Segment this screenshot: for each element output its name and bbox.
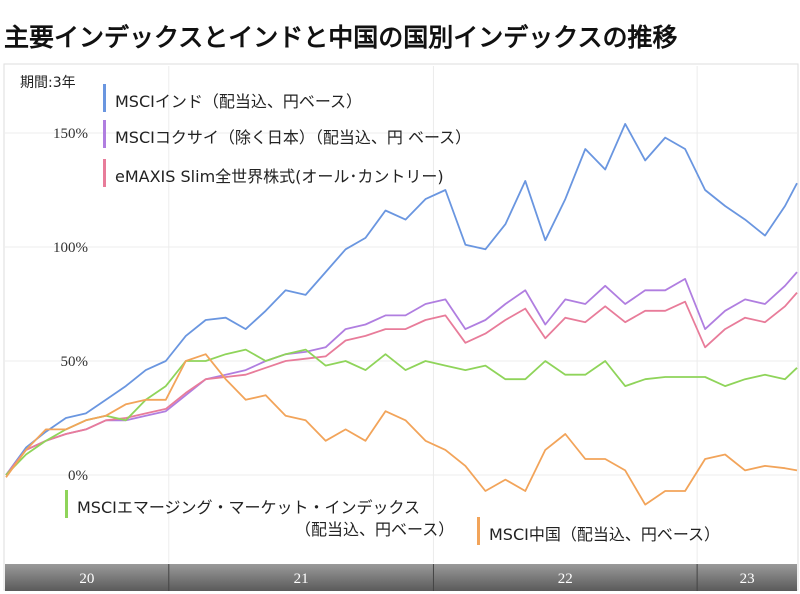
x-tick-label: 22 bbox=[558, 571, 573, 587]
legend-label: MSCIコクサイ（除く日本）（配当込、円 ベース） bbox=[115, 128, 472, 147]
y-tick-label: 150% bbox=[53, 126, 88, 142]
x-tick-label: 21 bbox=[294, 571, 309, 587]
plot-frame bbox=[3, 63, 799, 591]
series-line bbox=[5, 271, 798, 476]
series-line bbox=[5, 123, 798, 476]
legend-swatch bbox=[477, 517, 480, 545]
legend-label: MSCI中国（配当込、円ベース） bbox=[489, 525, 721, 544]
x-tick-label: 23 bbox=[740, 571, 755, 587]
legend-label-line2: （配当込、円ベース） bbox=[295, 520, 455, 539]
legend-swatch bbox=[103, 159, 106, 187]
series-line bbox=[5, 348, 798, 476]
y-tick-label: 50% bbox=[61, 354, 89, 370]
y-tick-label: 0% bbox=[68, 468, 88, 484]
page-title: 主要インデックスとインドと中国の国別インデックスの推移 bbox=[4, 23, 678, 52]
legend-swatch bbox=[65, 490, 68, 518]
legend-label: MSCIエマージング・マーケット・インデックス bbox=[77, 498, 421, 517]
y-tick-label: 100% bbox=[53, 240, 88, 256]
x-tick-label: 20 bbox=[79, 571, 94, 587]
series-line bbox=[5, 292, 798, 476]
period-label: 期間:3年 bbox=[20, 75, 76, 91]
legend-label: eMAXIS Slim全世界株式(オール･カントリー) bbox=[115, 167, 444, 186]
series-line bbox=[5, 353, 798, 506]
legend-swatch bbox=[103, 120, 106, 148]
legend-swatch bbox=[103, 84, 106, 112]
legend-label: MSCIインド（配当込、円ベース） bbox=[115, 92, 363, 111]
x-axis-bar bbox=[5, 564, 797, 591]
